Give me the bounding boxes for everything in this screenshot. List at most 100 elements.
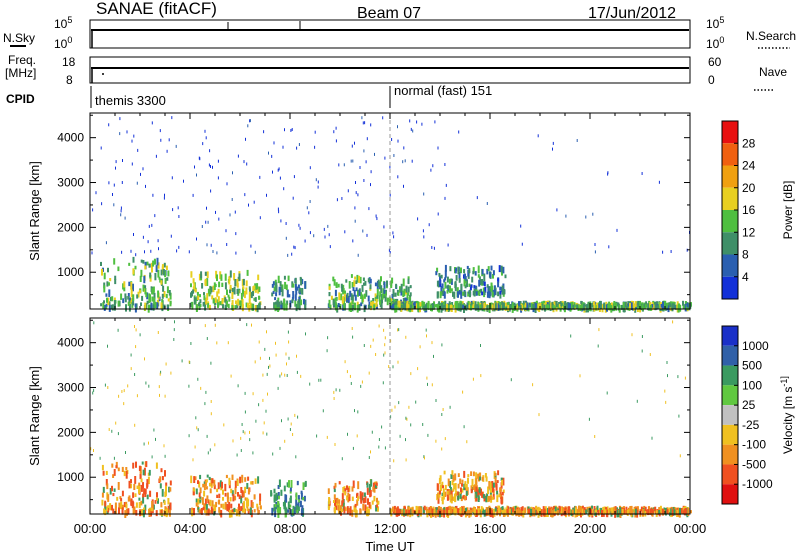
echo-noise [361, 380, 363, 384]
echo-cell [105, 303, 108, 307]
echo-noise [363, 179, 365, 182]
echo-cell [501, 304, 504, 311]
echo-noise [376, 217, 378, 221]
echo-cell [140, 269, 143, 278]
echo-cell [654, 506, 657, 511]
echo-cell [356, 493, 358, 498]
echo-cell [456, 491, 459, 496]
echo-cell [684, 303, 687, 312]
echo-cell [579, 506, 582, 513]
echo-cell [447, 478, 450, 487]
echo-noise [175, 144, 177, 148]
echo-cell [374, 282, 377, 287]
echo-noise [280, 219, 282, 223]
echo-cell [478, 291, 481, 296]
echo-cell [199, 474, 202, 480]
echo-noise [636, 399, 638, 403]
echo-cell [338, 481, 341, 485]
echo-cell [152, 504, 155, 510]
echo-cell [337, 505, 340, 511]
echo-cell [489, 482, 492, 490]
echo-cell [454, 483, 457, 491]
echo-cell [362, 497, 365, 504]
echo-cell [607, 305, 610, 310]
echo-noise [667, 374, 668, 378]
echo-noise [309, 200, 311, 203]
echo-cell [441, 283, 444, 289]
echo-cell [271, 283, 274, 288]
echo-noise [336, 198, 338, 202]
echo-cell [363, 282, 365, 286]
echo-cell [167, 270, 170, 277]
echo-cell [238, 494, 241, 500]
echo-noise [397, 360, 399, 364]
echo-noise [124, 216, 126, 220]
echo-cell [206, 271, 209, 278]
echo-cell [298, 303, 301, 311]
echo-noise [284, 373, 286, 377]
echo-noise [288, 340, 290, 344]
echo-noise [370, 123, 372, 127]
echo-cell [153, 258, 156, 265]
echo-cell [221, 298, 224, 305]
echo-cell [114, 275, 117, 280]
echo-noise [357, 193, 359, 197]
echo-noise [285, 236, 287, 240]
y-tick-label: 1000 [57, 470, 84, 484]
echo-cell [457, 496, 460, 501]
echo-noise [384, 446, 386, 450]
echo-cell [169, 301, 172, 307]
colorbar-tick-label: 12 [742, 225, 756, 239]
echo-cell [160, 510, 163, 514]
echo-cell [104, 507, 107, 516]
echo-cell [687, 508, 690, 516]
echo-cell [237, 492, 239, 497]
echo-noise [272, 170, 273, 174]
echo-noise [251, 323, 252, 327]
colorbar-label: Power [dB] [781, 181, 795, 240]
echo-cell [381, 293, 384, 300]
echo-cell [441, 481, 444, 486]
echo-cell [351, 509, 354, 517]
echo-cell [390, 298, 393, 303]
echo-cell [467, 300, 470, 305]
nsky-label: N.Sky [3, 31, 35, 45]
echo-cell [423, 505, 426, 511]
echo-noise [172, 208, 174, 212]
echo-noise [121, 390, 123, 393]
echo-cell [676, 301, 679, 306]
echo-cell [113, 300, 116, 306]
echo-cell [451, 480, 454, 486]
echo-cell [197, 480, 199, 484]
echo-cell [338, 499, 341, 504]
echo-cell [402, 278, 405, 287]
echo-cell [221, 481, 223, 489]
echo-cell [230, 488, 233, 494]
echo-cell [103, 285, 106, 293]
echo-cell [473, 508, 476, 514]
echo-cell [558, 303, 561, 308]
echo-cell [501, 301, 504, 305]
echo-cell [217, 302, 219, 308]
echo-cell [487, 266, 490, 272]
echo-cell [274, 301, 277, 307]
echo-cell [118, 502, 121, 508]
echo-cell [377, 279, 380, 287]
echo-cell [480, 510, 483, 514]
echo-cell [490, 287, 493, 292]
echo-cell [570, 304, 573, 311]
echo-cell [380, 285, 383, 294]
echo-cell [102, 470, 105, 476]
echo-noise [244, 193, 246, 197]
echo-cell [253, 509, 256, 513]
echo-cell [568, 304, 571, 309]
echo-cell [655, 510, 658, 517]
echo-cell [300, 490, 303, 495]
echo-noise [291, 128, 293, 131]
echo-cell [222, 304, 225, 309]
echo-cell [128, 304, 131, 312]
echo-cell [435, 271, 438, 276]
echo-cell [477, 473, 480, 479]
echo-cell [500, 477, 503, 481]
colorbar-segment [722, 345, 738, 366]
